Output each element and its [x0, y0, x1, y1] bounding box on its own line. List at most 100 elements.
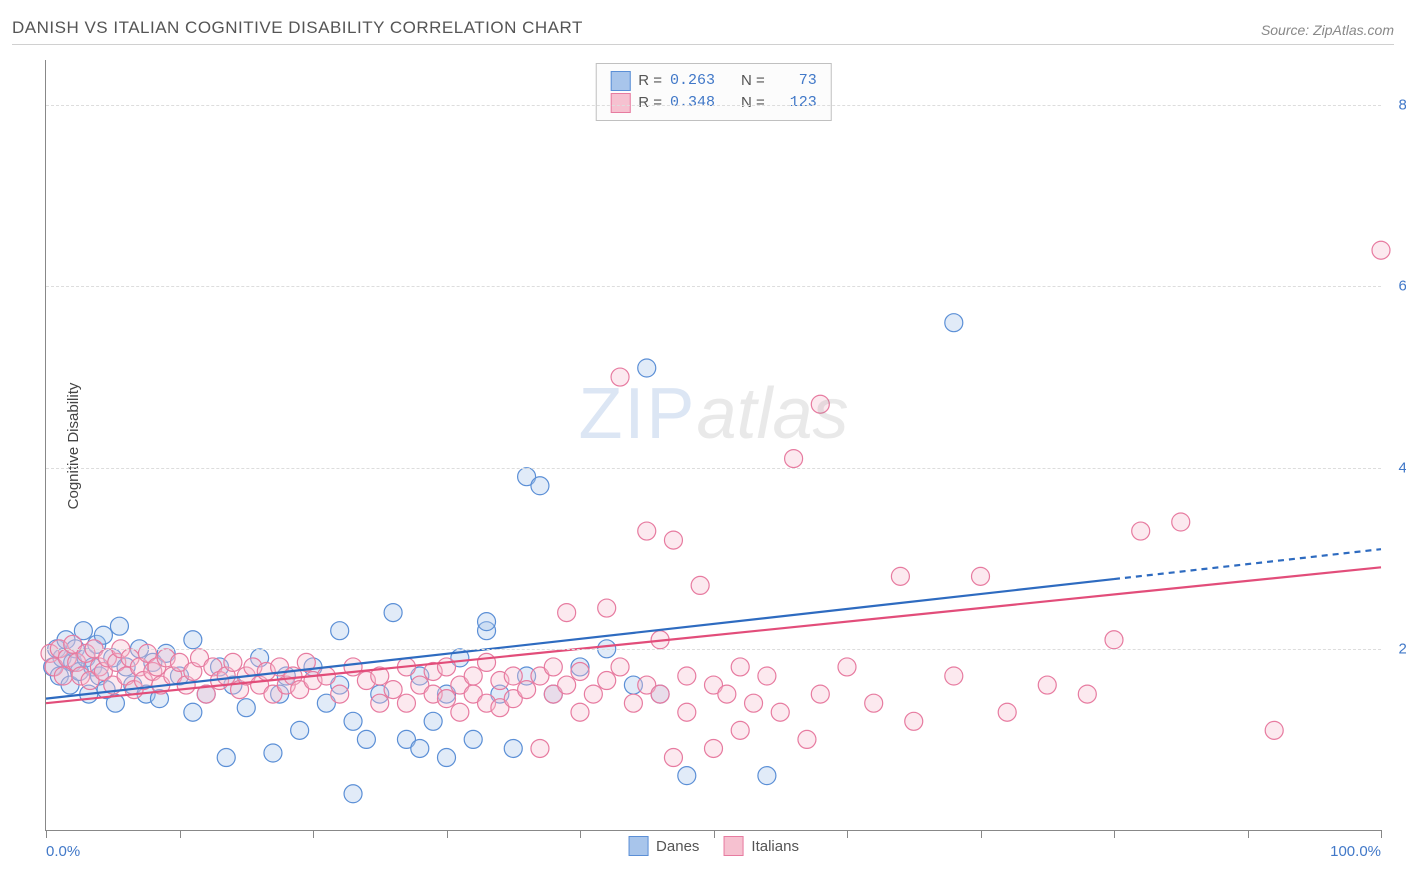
- x-tick: [180, 830, 181, 838]
- data-point: [691, 576, 709, 594]
- y-tick-label: 40.0%: [1386, 459, 1406, 476]
- data-point: [397, 694, 415, 712]
- scatter-plot: [46, 60, 1381, 830]
- data-point: [571, 662, 589, 680]
- trend-line-extrapolated: [1114, 549, 1381, 579]
- data-point: [998, 703, 1016, 721]
- data-point: [945, 667, 963, 685]
- x-tick: [847, 830, 848, 838]
- y-tick-label: 60.0%: [1386, 278, 1406, 295]
- data-point: [184, 631, 202, 649]
- data-point: [1172, 513, 1190, 531]
- data-point: [798, 730, 816, 748]
- data-point: [424, 712, 442, 730]
- swatch-danes: [610, 71, 630, 91]
- x-tick: [313, 830, 314, 838]
- data-point: [785, 450, 803, 468]
- grid-line: [46, 286, 1381, 287]
- data-point: [678, 703, 696, 721]
- x-tick: [1381, 830, 1382, 838]
- grid-line: [46, 649, 1381, 650]
- data-point: [811, 685, 829, 703]
- legend-row-danes: R = 0.263 N = 73: [610, 70, 817, 92]
- data-point: [972, 567, 990, 585]
- header: DANISH VS ITALIAN COGNITIVE DISABILITY C…: [12, 18, 1394, 45]
- data-point: [611, 368, 629, 386]
- x-tick: [981, 830, 982, 838]
- data-point: [438, 690, 456, 708]
- data-point: [731, 658, 749, 676]
- data-point: [651, 685, 669, 703]
- data-point: [224, 653, 242, 671]
- r-value-danes: 0.263: [670, 70, 715, 92]
- r-value-italians: 0.348: [670, 92, 715, 114]
- source-attribution: Source: ZipAtlas.com: [1261, 22, 1394, 38]
- legend-item-danes: Danes: [628, 836, 699, 856]
- data-point: [504, 739, 522, 757]
- data-point: [331, 622, 349, 640]
- data-point: [384, 604, 402, 622]
- grid-line: [46, 468, 1381, 469]
- swatch-italians: [610, 93, 630, 113]
- data-point: [1265, 721, 1283, 739]
- data-point: [838, 658, 856, 676]
- x-tick: [447, 830, 448, 838]
- data-point: [678, 767, 696, 785]
- data-point: [758, 667, 776, 685]
- swatch-italians: [723, 836, 743, 856]
- data-point: [905, 712, 923, 730]
- data-point: [438, 749, 456, 767]
- data-point: [464, 667, 482, 685]
- data-point: [811, 395, 829, 413]
- x-tick-label: 100.0%: [1330, 843, 1381, 860]
- data-point: [731, 721, 749, 739]
- data-point: [1132, 522, 1150, 540]
- data-point: [1078, 685, 1096, 703]
- data-point: [344, 712, 362, 730]
- data-point: [518, 681, 536, 699]
- data-point: [451, 703, 469, 721]
- data-point: [758, 767, 776, 785]
- y-tick-label: 20.0%: [1386, 640, 1406, 657]
- data-point: [357, 730, 375, 748]
- data-point: [544, 658, 562, 676]
- data-point: [891, 567, 909, 585]
- data-point: [1038, 676, 1056, 694]
- data-point: [584, 685, 602, 703]
- data-point: [184, 703, 202, 721]
- data-point: [237, 699, 255, 717]
- chart-title: DANISH VS ITALIAN COGNITIVE DISABILITY C…: [12, 18, 583, 38]
- data-point: [1372, 241, 1390, 259]
- legend-row-italians: R = 0.348 N = 123: [610, 92, 817, 114]
- chart-area: ZIPatlas R = 0.263 N = 73 R = 0.348 N = …: [45, 60, 1381, 831]
- data-point: [217, 749, 235, 767]
- data-point: [54, 667, 72, 685]
- data-point: [371, 694, 389, 712]
- series-legend: Danes Italians: [628, 836, 799, 856]
- data-point: [291, 721, 309, 739]
- data-point: [558, 604, 576, 622]
- data-point: [464, 730, 482, 748]
- swatch-danes: [628, 836, 648, 856]
- x-tick-label: 0.0%: [46, 843, 80, 860]
- data-point: [110, 617, 128, 635]
- n-value-italians: 123: [773, 92, 817, 114]
- data-point: [624, 694, 642, 712]
- y-tick-label: 80.0%: [1386, 97, 1406, 114]
- data-point: [1105, 631, 1123, 649]
- data-point: [664, 531, 682, 549]
- data-point: [745, 694, 763, 712]
- grid-line: [46, 105, 1381, 106]
- data-point: [664, 749, 682, 767]
- data-point: [531, 477, 549, 495]
- data-point: [344, 785, 362, 803]
- data-point: [331, 685, 349, 703]
- data-point: [611, 658, 629, 676]
- data-point: [558, 676, 576, 694]
- x-tick: [46, 830, 47, 838]
- data-point: [705, 739, 723, 757]
- data-point: [598, 672, 616, 690]
- x-tick: [1114, 830, 1115, 838]
- data-point: [945, 314, 963, 332]
- data-point: [718, 685, 736, 703]
